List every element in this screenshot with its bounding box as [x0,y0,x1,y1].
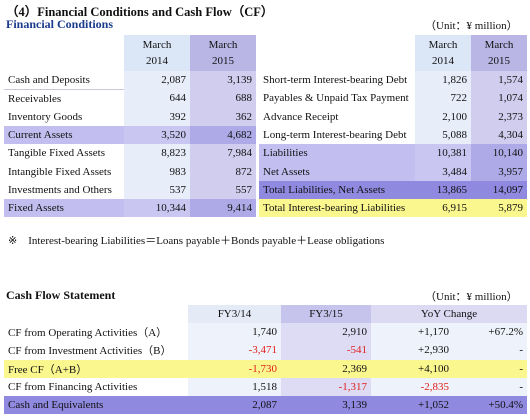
page-title: （4）Financial Conditions and Cash Flow（CF… [6,5,274,19]
table-row: Investments and Others 537 557 [4,180,256,200]
table-row: Intangible Fixed Assets 983 872 [4,162,256,181]
table-row: CF from Financing Activities 1,518 -1,31… [4,377,528,397]
table-row-total-liabilities-net-assets: Total Liabilities, Net Assets 13,865 14,… [259,180,527,200]
table-row-current-assets: Current Assets 3,520 4,682 [4,125,256,145]
cf-col-fy315: FY3/15 [281,305,371,323]
liabilities-header-row: March 2014 March 2015 [259,35,527,71]
table-row-net-assets: Net Assets 3,484 3,957 [259,162,527,181]
table-row: Long-term Interest-bearing Debt 5,088 4,… [259,125,527,145]
table-row: Receivables 644 688 [4,89,256,108]
table-row: Cash and Deposits 2,087 3,139 [4,71,256,90]
cf-col-fy314: FY3/14 [188,305,281,323]
table-row-free-cf: Free CF（A+B） -1,730 2,369 +4,100 - [4,359,528,378]
table-row-fixed-assets: Fixed Assets 10,344 9,414 [4,199,256,218]
assets-table: March 2014 March 2015 Cash and Deposits 2,… [4,35,256,218]
table-row: Advance Receipt 2,100 2,373 [259,107,527,126]
financial-conditions-heading: Financial Conditions [6,17,114,31]
cf-col-yoy: YoY Change [371,305,528,323]
table-row: Inventory Goods 392 362 [4,107,256,126]
financial-unit-label: （Unit：¥ million） [425,20,518,32]
cash-flow-table: FY3/14 FY3/15 YoY Change CF from Operati… [4,305,528,415]
table-row-liabilities: Liabilities 10,381 10,140 [259,144,527,163]
liabilities-col-2015: March 2015 [471,35,527,71]
table-row: Short-term Interest-bearing Debt 1,826 1… [259,71,527,90]
table-row-total-interest-bearing: Total Interest-bearing Liabilities 6,915… [259,199,527,218]
table-row: CF from Investment Activities（B） -3,471 … [4,341,528,360]
table-row: CF from Operating Activities（A） 1,740 2,… [4,323,528,342]
table-row: Tangible Fixed Assets 8,823 7,984 [4,144,256,163]
assets-col-2014: March 2014 [124,35,190,71]
cash-flow-header-row: FY3/14 FY3/15 YoY Change [4,305,528,323]
table-row: Payables & Unpaid Tax Payment 722 1,074 [259,89,527,108]
assets-header-row: March 2014 March 2015 [4,35,256,71]
assets-col-2015: March 2015 [190,35,256,71]
interest-bearing-note: ※ Interest-bearing Liabilities＝Loans pay… [8,235,385,247]
table-row-cash-equivalents: Cash and Equivalents 2,087 3,139 +1,052 … [4,396,528,415]
liabilities-table: March 2014 March 2015 Short-term Interest-… [259,35,527,218]
liabilities-col-2014: March 2014 [415,35,471,71]
cash-flow-unit-label: （Unit：¥ million） [425,291,518,303]
cash-flow-heading: Cash Flow Statement [6,288,116,302]
